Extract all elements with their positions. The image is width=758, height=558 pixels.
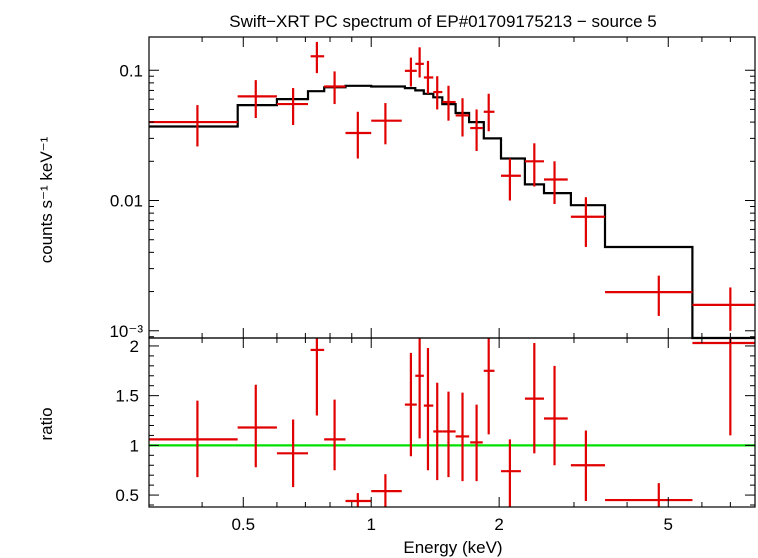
spectrum-data-point-11 <box>433 76 443 110</box>
spectrum-data-point-5 <box>324 71 346 105</box>
ratio-data-point-8 <box>404 352 417 457</box>
ratio-y-tick-label: 1 <box>130 436 139 455</box>
spectrum-data-point-6 <box>345 111 372 159</box>
ratio-data-point-17 <box>524 342 544 454</box>
spectrum-data-point-7 <box>371 103 402 145</box>
spectrum-y-tick-label: 0.1 <box>119 61 143 80</box>
spectrum-data-point-4 <box>310 41 325 74</box>
spectrum-data-point-19 <box>570 197 606 247</box>
spectrum-data-point-13 <box>455 98 470 137</box>
ratio-data-point-12 <box>442 391 456 478</box>
ratio-y-tick-label: 0.5 <box>115 486 139 505</box>
ratio-data-point-9 <box>415 338 424 439</box>
spectrum-data-point-15 <box>483 93 495 132</box>
spectrum-data-point-21 <box>692 287 755 331</box>
spectrum-data-point-10 <box>423 60 434 94</box>
spectrum-data-point-17 <box>524 143 544 187</box>
spectrum-y-axis-title: counts s⁻¹ keV⁻¹ <box>37 136 56 263</box>
spectrum-data-point-14 <box>470 109 483 151</box>
x-axis-title: Energy (keV) <box>403 538 502 557</box>
ratio-data-point-5 <box>324 399 346 471</box>
x-tick-label: 5 <box>664 515 673 534</box>
ratio-data-point-21 <box>692 338 755 436</box>
ratio-y-tick-label: 2 <box>130 337 139 356</box>
ratio-data-point-20 <box>605 483 693 507</box>
spectrum-data-point-20 <box>605 275 693 316</box>
x-tick-label: 0.5 <box>231 515 255 534</box>
spectrum-data-point-16 <box>500 158 521 201</box>
ratio-data-point-10 <box>423 347 434 471</box>
ratio-data-point-15 <box>483 338 495 435</box>
ratio-data-point-14 <box>470 404 483 482</box>
x-tick-label: 1 <box>366 515 375 534</box>
ratio-data-point-13 <box>455 392 470 482</box>
ratio-data-point-7 <box>371 474 402 507</box>
ratio-data-point-11 <box>433 382 443 481</box>
spectrum-data-point-2 <box>237 80 277 118</box>
plot-title: Swift−XRT PC spectrum of EP#01709175213 … <box>229 12 656 31</box>
ratio-data-point-19 <box>570 430 606 502</box>
spectrum-data-point-12 <box>442 85 456 121</box>
x-tick-label: 2 <box>494 515 503 534</box>
spectrum-y-tick-label: 10⁻³ <box>109 322 143 341</box>
ratio-panel <box>149 338 755 507</box>
spectrum-data-point-18 <box>543 161 568 205</box>
spectrum-data-point-8 <box>404 57 417 87</box>
ratio-data-point-6 <box>345 493 372 507</box>
spectrum-data-point-9 <box>415 47 424 78</box>
ratio-frame <box>148 337 756 508</box>
ratio-y-axis-title: ratio <box>37 407 56 440</box>
spectrum-data-point-3 <box>276 88 308 125</box>
axes-ticks: 0.5 1 2 5 0.1 0.01 10⁻³ 0.5 1 1.5 2 <box>109 37 756 534</box>
ratio-data-point-1 <box>149 400 238 478</box>
ratio-data-point-3 <box>276 419 308 488</box>
spectrum-panel <box>149 41 755 340</box>
ratio-data-point-18 <box>543 365 568 466</box>
ratio-data-point-4 <box>310 338 325 416</box>
spectrum-y-tick-label: 0.01 <box>110 192 143 211</box>
ratio-data-point-16 <box>500 439 521 507</box>
spectrum-data-point-1 <box>149 105 238 147</box>
ratio-data-point-2 <box>237 384 277 468</box>
ratio-y-tick-label: 1.5 <box>115 387 139 406</box>
